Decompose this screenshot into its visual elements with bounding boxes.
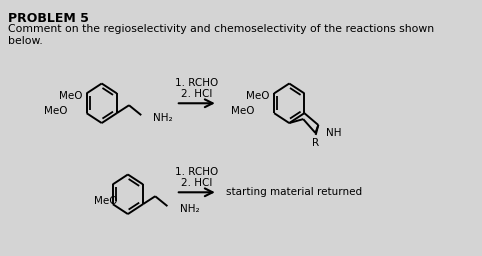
Text: Comment on the regioselectivity and chemoselectivity of the reactions shown
belo: Comment on the regioselectivity and chem…	[8, 24, 434, 46]
Text: MeO: MeO	[94, 196, 118, 206]
Text: NH₂: NH₂	[180, 204, 199, 214]
Text: R: R	[312, 138, 319, 148]
Text: PROBLEM 5: PROBLEM 5	[8, 12, 89, 25]
Text: 1. RCHO
2. HCl: 1. RCHO 2. HCl	[175, 167, 218, 188]
Text: 1. RCHO
2. HCl: 1. RCHO 2. HCl	[175, 78, 218, 99]
Text: MeO: MeO	[231, 106, 255, 116]
Text: MeO: MeO	[246, 91, 270, 101]
Text: NH: NH	[326, 128, 341, 138]
Text: NH₂: NH₂	[153, 113, 173, 123]
Text: starting material returned: starting material returned	[227, 187, 362, 197]
Text: MeO: MeO	[59, 91, 82, 101]
Text: MeO: MeO	[44, 106, 67, 116]
